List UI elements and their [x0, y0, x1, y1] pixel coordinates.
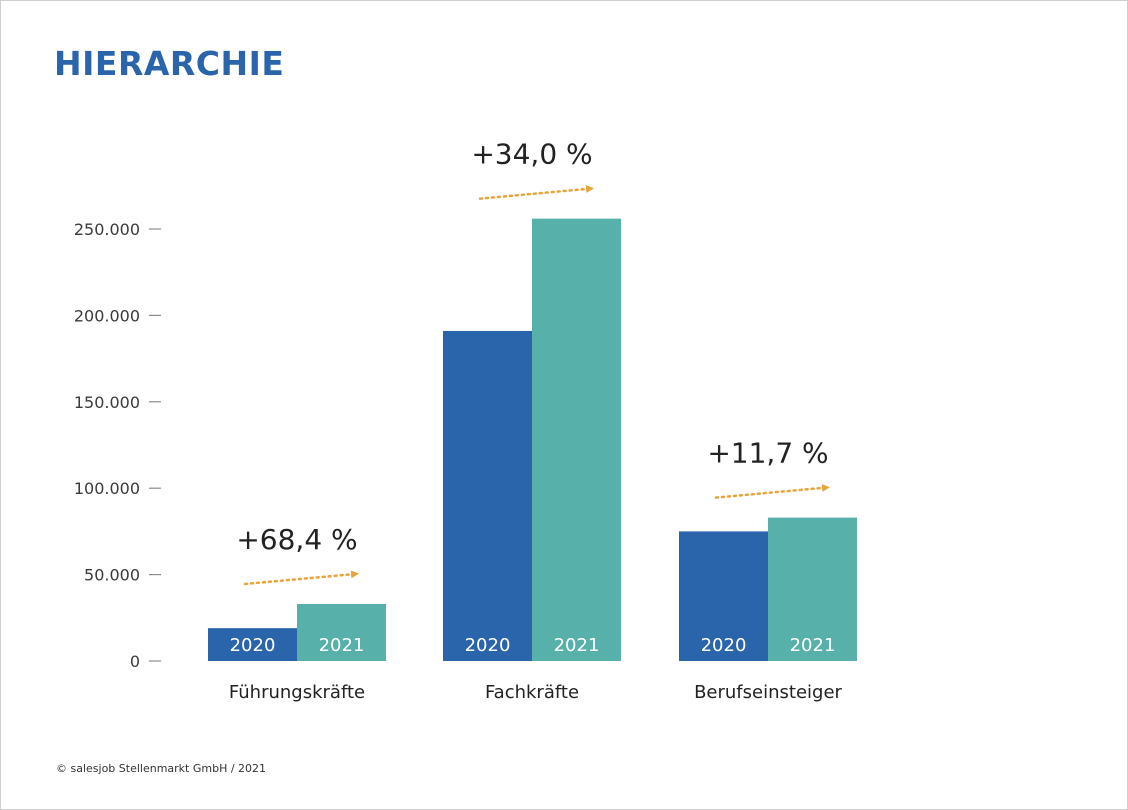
y-axis: 0 50.000 100.000 150.000 200.000 250.000 [74, 220, 161, 671]
bar-2020-0 [208, 628, 297, 661]
growth-percent-label: +34,0 % [471, 138, 592, 171]
bar-series-label: 2020 [465, 635, 511, 656]
growth-arrow [478, 185, 594, 200]
growth-arrow [714, 483, 830, 499]
y-tick-label: 250.000 [74, 220, 140, 239]
growth-percent-label: +11,7 % [707, 437, 828, 470]
category-label: Fachkräfte [485, 682, 579, 703]
y-tick-label: 150.000 [74, 393, 140, 412]
bars: 2020 2021 2020 2021 2020 2021 [208, 218, 857, 661]
bar-2021-1 [532, 218, 621, 661]
growth-arrow [243, 570, 359, 586]
growth-annotations: +68,4 % +34,0 % +11,7 % [236, 138, 830, 586]
bar-2021-2 [768, 517, 857, 661]
bar-series-label: 2021 [554, 635, 600, 656]
category-label: Berufseinsteiger [694, 682, 842, 703]
y-tick-label: 50.000 [84, 566, 140, 585]
y-tick-label: 100.000 [74, 479, 140, 498]
bar-2021-0 [297, 603, 386, 661]
bar-2020-2 [679, 531, 768, 661]
y-tick-label: 200.000 [74, 306, 140, 325]
category-label: Führungskräfte [229, 682, 365, 703]
chart-title: HIERARCHIE [54, 44, 285, 83]
bar-series-label: 2021 [319, 635, 365, 656]
bar-series-label: 2020 [701, 635, 747, 656]
category-labels: Führungskräfte Fachkräfte Berufseinsteiger [229, 682, 843, 703]
growth-percent-label: +68,4 % [236, 523, 357, 556]
copyright-footer: © salesjob Stellenmarkt GmbH / 2021 [56, 762, 267, 775]
bar-series-label: 2021 [790, 635, 836, 656]
y-tick-label: 0 [130, 652, 140, 671]
bar-2020-1 [443, 330, 532, 661]
bar-series-label: 2020 [230, 635, 276, 656]
